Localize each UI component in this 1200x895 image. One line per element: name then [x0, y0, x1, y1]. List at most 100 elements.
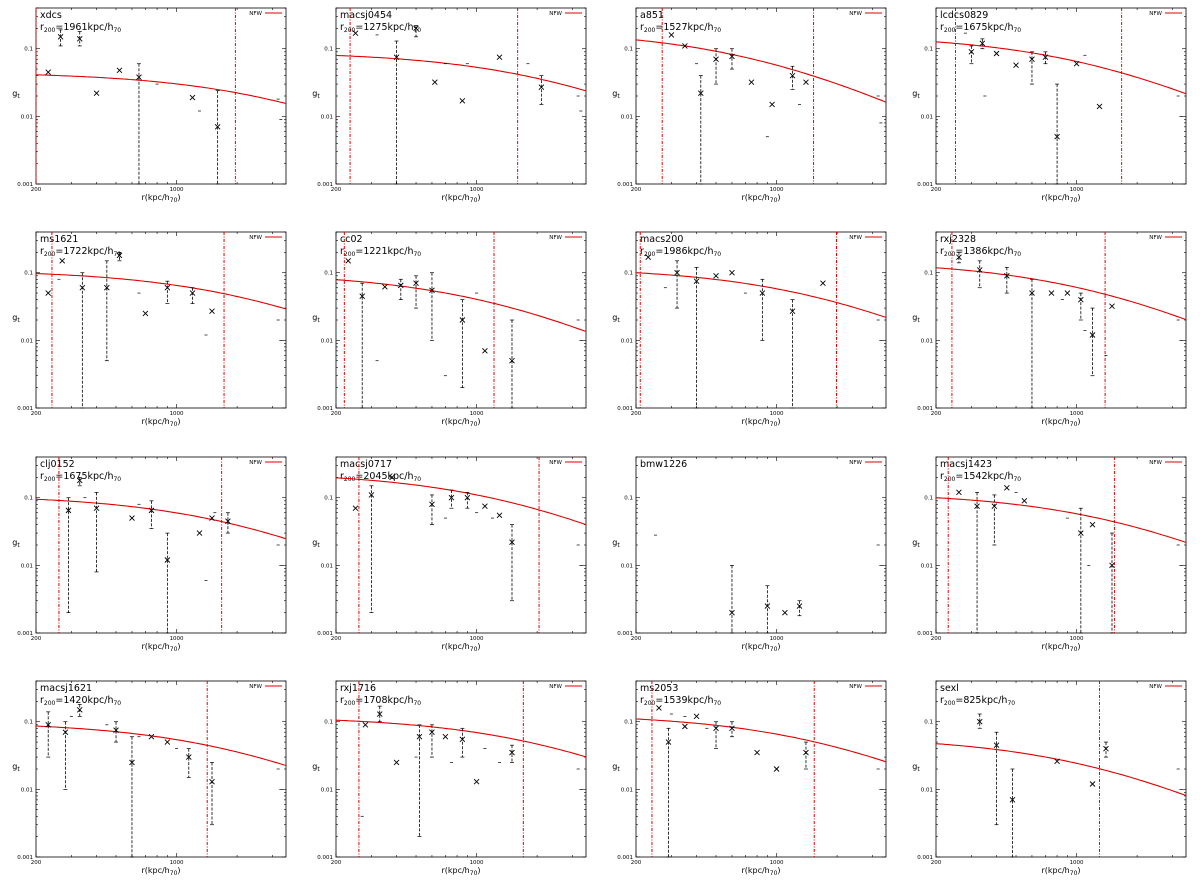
x-tick-label: 1000 — [470, 411, 484, 417]
data-point — [976, 267, 983, 273]
data-point — [509, 357, 515, 364]
data-point — [789, 308, 796, 315]
data-point — [345, 257, 352, 264]
x-axis-label-sub: 70 — [770, 197, 778, 204]
y-tick-label: 0.1 — [324, 496, 333, 502]
y-axis-label: gt — [912, 762, 920, 773]
data-point — [674, 269, 680, 276]
y-tick-label: 0.1 — [324, 720, 333, 726]
data-point — [1109, 303, 1115, 310]
x-axis-label-sub: 70 — [770, 421, 778, 428]
legend-label: NFW — [849, 235, 862, 241]
chart-panel-bmw1226: 200 1000 0.001 0.01 0.1 r(kpc/h70) gt NFW bmw122… — [612, 456, 887, 653]
y-axis-label: gt — [912, 313, 920, 324]
data-point — [993, 742, 1000, 748]
x-axis-label: r(kpc/h70) — [141, 417, 180, 428]
y-tick-label: 0.001 — [917, 631, 933, 637]
x-tick-label: 200 — [931, 187, 942, 193]
nfw-curve — [935, 41, 1187, 95]
data-point — [665, 739, 672, 745]
data-point — [189, 290, 196, 296]
r200-label: r200=825kpc/h70 — [940, 695, 1015, 707]
cluster-name: bmw1226 — [640, 459, 687, 470]
cluster-name: sexl — [940, 683, 959, 694]
data-point — [1064, 290, 1071, 296]
chart-panel-sexl: 200 1000 0.001 0.01 0.1 r(kpc/h70) gt NFW sexlr2… — [912, 680, 1187, 877]
chart-panel-rxj2328: 200 1000 0.001 0.01 0.1 r(kpc/h70) gt NFW rxj232… — [912, 231, 1187, 428]
data-point — [45, 721, 52, 728]
chart-panel-macsj0454: 200 1000 0.001 0.01 0.1 r(kpc/h70) gt NFW macsj0… — [312, 7, 587, 204]
data-point — [976, 718, 983, 725]
x-tick-label: 200 — [931, 411, 942, 417]
data-point — [1004, 272, 1010, 279]
chart-panel-a851: 200 1000 0.001 0.01 0.1 r(kpc/h70) gt NFW a851r2… — [612, 7, 887, 204]
data-point — [713, 725, 719, 732]
cluster-name: ms2053 — [640, 683, 678, 694]
y-tick-label: 0.01 — [621, 114, 633, 120]
x-tick-label: 200 — [331, 636, 342, 642]
x-axis-label: r(kpc/h70) — [141, 866, 180, 877]
cluster-name: ms1621 — [40, 234, 78, 245]
data-point — [214, 124, 221, 130]
plot-frame — [35, 680, 287, 858]
y-tick-label: 0.001 — [617, 855, 633, 861]
plot-frame — [935, 231, 1187, 409]
y-tick-label: 0.01 — [921, 563, 933, 569]
y-axis-label-sub: t — [617, 766, 620, 773]
data-point — [45, 69, 52, 75]
data-point — [442, 733, 449, 740]
y-tick-label: 0.001 — [17, 182, 33, 188]
r200-label: r200=1986kpc/h70 — [640, 246, 721, 258]
data-point — [1096, 103, 1103, 110]
data-point — [397, 282, 404, 289]
data-point — [129, 515, 135, 521]
x-axis-label: r(kpc/h70) — [1041, 193, 1080, 204]
y-tick-label: 0.1 — [24, 496, 33, 502]
cluster-name: rxj2328 — [940, 234, 976, 245]
x-tick-label: 1000 — [770, 860, 784, 866]
legend-label: NFW — [1149, 11, 1162, 17]
y-axis-label: gt — [312, 762, 320, 773]
x-tick-label: 1000 — [470, 860, 484, 866]
data-point — [656, 705, 662, 711]
y-axis-label-sub: t — [917, 317, 920, 324]
y-tick-label: 0.1 — [624, 720, 633, 726]
y-axis-label: gt — [312, 538, 320, 549]
data-point — [713, 272, 719, 279]
x-axis-label-sub: 70 — [1070, 870, 1078, 877]
y-tick-label: 0.001 — [317, 406, 333, 412]
data-point — [368, 492, 375, 498]
chart-panel-xdcs: 200 1000 0.001 0.01 0.1 r(kpc/h70) gt NFW xdcsr2… — [12, 7, 287, 204]
x-tick-label: 1000 — [170, 636, 184, 642]
x-tick-label: 200 — [331, 860, 342, 866]
x-axis-label-close: ) — [777, 193, 780, 202]
chart-panel-cc02: 200 1000 0.001 0.01 0.1 r(kpc/h70) gt NFW cc02r2… — [312, 231, 587, 428]
legend-label: NFW — [849, 460, 862, 466]
r200-label: r200=1221kpc/h70 — [340, 246, 421, 258]
x-tick-label: 200 — [331, 187, 342, 193]
data-point — [164, 284, 171, 291]
data-point — [136, 74, 142, 80]
y-tick-label: 0.1 — [24, 271, 33, 277]
plot-frame — [335, 231, 587, 409]
data-point — [796, 603, 803, 609]
nfw-curve — [635, 272, 887, 318]
data-point — [389, 474, 395, 481]
r200-label: r200=1527kpc/h70 — [640, 22, 721, 34]
x-axis-label-close: ) — [477, 866, 480, 875]
y-axis-label-sub: t — [617, 317, 620, 324]
x-axis-label-close: ) — [477, 193, 480, 202]
data-point — [1054, 133, 1060, 140]
x-tick-label: 200 — [31, 411, 42, 417]
x-axis-label-sub: 70 — [1070, 197, 1078, 204]
data-point — [352, 30, 359, 36]
x-axis-label-sub: 70 — [470, 646, 478, 653]
x-axis-label-close: ) — [777, 866, 780, 875]
x-axis-label-sub: 70 — [470, 421, 478, 428]
data-point — [129, 759, 135, 766]
data-point — [645, 254, 652, 260]
nfw-curve — [335, 477, 587, 526]
chart-panel-ms1621: 200 1000 0.001 0.01 0.1 r(kpc/h70) gt NFW ms1621… — [12, 231, 287, 428]
data-point — [956, 254, 962, 260]
data-point — [209, 778, 215, 785]
